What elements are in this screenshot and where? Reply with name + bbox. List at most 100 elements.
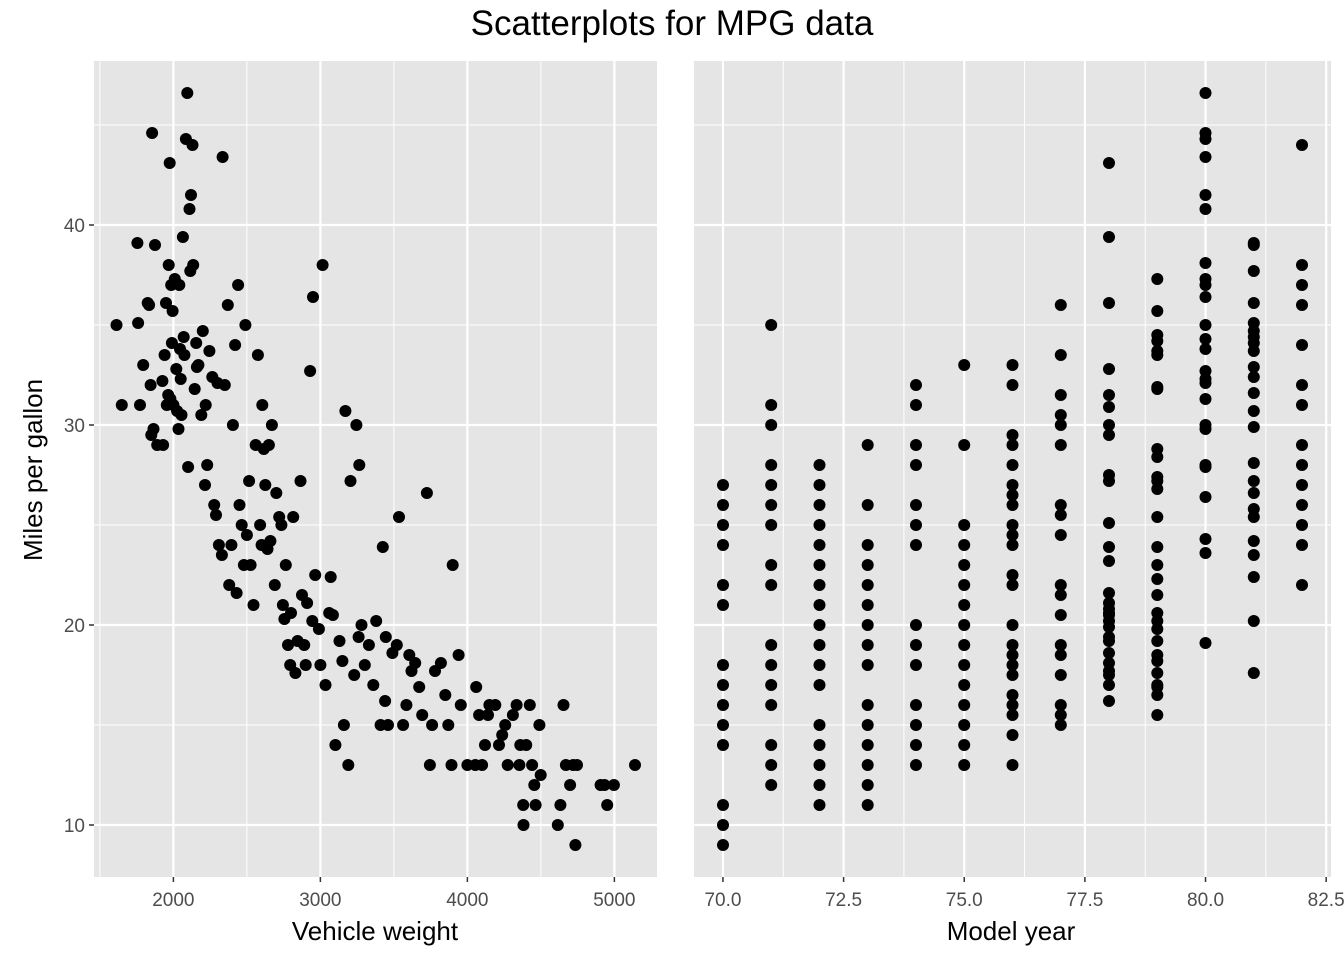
data-point xyxy=(157,439,170,451)
data-point xyxy=(813,739,826,751)
x-tick-label: 5000 xyxy=(593,890,635,911)
data-point xyxy=(1199,393,1212,405)
data-point xyxy=(1296,499,1308,511)
data-point xyxy=(861,499,874,511)
data-point xyxy=(1054,649,1067,661)
data-point xyxy=(362,639,375,651)
data-point xyxy=(861,439,874,451)
data-point xyxy=(513,759,526,771)
data-point xyxy=(765,679,778,691)
data-point xyxy=(717,539,729,551)
data-point xyxy=(1006,649,1019,661)
data-point xyxy=(813,479,826,491)
data-point xyxy=(256,399,269,411)
data-point xyxy=(554,799,567,811)
data-point xyxy=(482,709,494,721)
data-point xyxy=(294,475,307,487)
data-point xyxy=(1199,257,1212,269)
data-point xyxy=(910,539,922,551)
data-point xyxy=(958,719,971,731)
data-point xyxy=(1006,379,1019,391)
data-point xyxy=(1247,239,1260,251)
data-point xyxy=(166,305,179,317)
data-point xyxy=(910,719,922,731)
data-point xyxy=(1006,519,1019,531)
data-point xyxy=(551,819,564,831)
data-point xyxy=(861,559,874,571)
data-point xyxy=(1006,729,1019,741)
data-point xyxy=(1054,299,1067,311)
data-point xyxy=(1247,511,1260,523)
data-point xyxy=(162,259,175,271)
data-point xyxy=(1296,439,1308,451)
data-point xyxy=(523,699,536,711)
data-point xyxy=(1151,709,1164,721)
y-axis-title: Miles per gallon xyxy=(18,379,48,561)
data-point xyxy=(218,379,231,391)
data-point xyxy=(319,679,332,691)
data-point xyxy=(1247,475,1260,487)
data-point xyxy=(1151,573,1164,585)
x-tick-label: 77.5 xyxy=(1066,890,1103,911)
data-point xyxy=(304,365,317,377)
data-point xyxy=(170,363,183,375)
data-point xyxy=(1054,349,1067,361)
data-point xyxy=(409,657,422,669)
data-point xyxy=(598,779,611,791)
data-point xyxy=(1199,133,1212,145)
data-point xyxy=(813,559,826,571)
data-point xyxy=(158,349,171,361)
data-point xyxy=(434,657,447,669)
data-point xyxy=(910,499,922,511)
data-point xyxy=(307,291,319,303)
data-point xyxy=(382,719,394,731)
data-point xyxy=(262,439,275,451)
data-point xyxy=(1006,499,1019,511)
data-point xyxy=(717,739,729,751)
data-point xyxy=(765,319,778,331)
data-point xyxy=(182,461,195,473)
data-point xyxy=(379,695,392,707)
data-point xyxy=(181,87,194,99)
data-point xyxy=(215,549,228,561)
data-point xyxy=(299,659,312,671)
data-point xyxy=(476,759,489,771)
data-point xyxy=(1103,679,1115,691)
data-point xyxy=(717,599,729,611)
data-point xyxy=(1006,619,1019,631)
data-point xyxy=(247,599,260,611)
data-point xyxy=(1103,541,1115,553)
data-point xyxy=(146,127,159,139)
data-point xyxy=(352,631,365,643)
data-point xyxy=(717,799,729,811)
data-point xyxy=(339,405,352,417)
data-point xyxy=(1296,399,1308,411)
data-point xyxy=(958,359,971,371)
data-point xyxy=(446,559,459,571)
data-point xyxy=(1006,429,1019,441)
data-point xyxy=(910,759,922,771)
data-point xyxy=(1151,589,1164,601)
data-point xyxy=(1151,349,1164,361)
data-point xyxy=(199,479,211,491)
data-point xyxy=(1103,429,1115,441)
data-point xyxy=(276,599,289,611)
data-point xyxy=(1103,401,1115,413)
data-point xyxy=(239,319,252,331)
data-point xyxy=(529,799,542,811)
data-point xyxy=(813,579,826,591)
data-point xyxy=(958,759,971,771)
data-point xyxy=(765,479,778,491)
data-point xyxy=(301,597,314,609)
data-point xyxy=(1247,361,1260,373)
data-point xyxy=(1054,639,1067,651)
x-tick-label: 4000 xyxy=(446,890,488,911)
data-point xyxy=(174,373,187,385)
data-point xyxy=(958,659,971,671)
data-point xyxy=(1103,389,1115,401)
data-point xyxy=(156,375,169,387)
data-point xyxy=(1199,343,1212,355)
data-point xyxy=(1151,559,1164,571)
data-point xyxy=(813,799,826,811)
data-point xyxy=(1296,279,1308,291)
